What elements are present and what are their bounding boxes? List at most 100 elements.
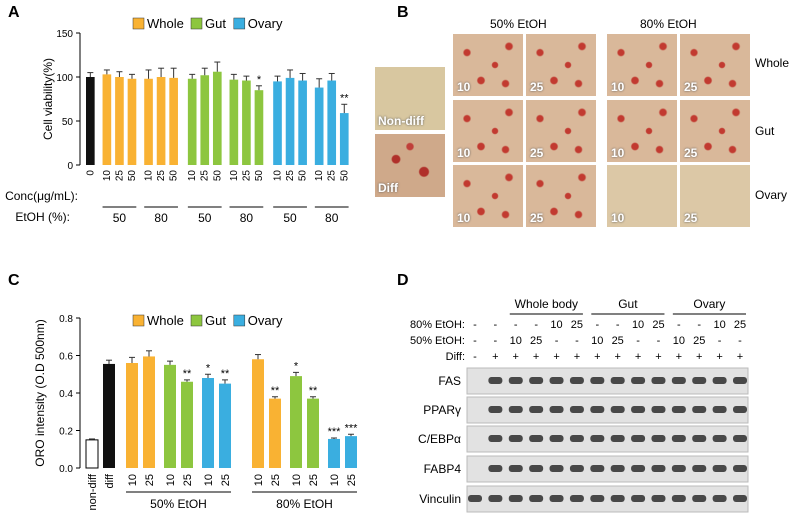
d-row_50-cell-8: -: [636, 335, 640, 347]
a-etoh-label: EtOH (%):: [15, 210, 70, 224]
d-band-1-lane-10: [671, 406, 686, 413]
panel-letter-c: C: [8, 272, 20, 289]
d-band-4-lane-0: [468, 495, 482, 502]
d-row_diff-cell-3: +: [533, 351, 539, 363]
c-bar-0: [85, 439, 99, 469]
micro-tile-r2-c2: 10: [606, 164, 678, 228]
d-band-0-lane-4: [549, 377, 564, 384]
d-row_80-cell-11: -: [697, 319, 701, 331]
a-bar-10: [229, 79, 239, 165]
a-xtick-1: 10: [102, 170, 113, 182]
d-band-4-lane-2: [508, 495, 523, 502]
d-band-2-lane-11: [692, 435, 707, 442]
a-xtick-2: 25: [114, 170, 125, 182]
d-row_50-cell-6: 10: [591, 335, 603, 347]
a-bar-9: [212, 71, 222, 165]
d-row_50-cell-10: 10: [673, 335, 685, 347]
d-band-3-lane-12: [712, 465, 727, 472]
d-band-3-lane-13: [733, 465, 747, 472]
a-xtick-5: 25: [156, 170, 167, 182]
panel-letter-a: A: [8, 4, 20, 21]
c-etoh-group-1: 80% EtOH: [276, 497, 333, 511]
a-bar-3: [127, 78, 137, 165]
d-row_50-cell-5: -: [575, 335, 579, 347]
d-band-1-lane-4: [549, 406, 564, 413]
d-row_80-label: 80% EtOH:: [410, 319, 465, 331]
a-bar-0: [86, 77, 95, 165]
a-xtick-13: 10: [273, 170, 284, 182]
a-bar-16: [314, 87, 324, 165]
c-legend-label-1: Gut: [205, 313, 226, 328]
c-sig-9: **: [271, 385, 280, 397]
d-row_80-cell-8: 10: [632, 319, 644, 331]
micro-tile-r2-c1: 25: [525, 164, 597, 228]
c-bar-11: [307, 398, 319, 468]
d-band-label-3: FABP4: [424, 462, 462, 476]
d-row_diff-cell-1: +: [492, 351, 498, 363]
c-legend-swatch-2: [233, 314, 246, 327]
d-row_80-cell-3: -: [534, 319, 538, 331]
d-band-1-lane-1: [488, 406, 503, 413]
d-band-1-lane-13: [733, 406, 747, 413]
d-band-label-2: C/EBPα: [418, 432, 461, 446]
d-band-0-lane-13: [733, 377, 747, 384]
d-band-4-lane-10: [671, 495, 686, 502]
a-legend-swatch-2: [233, 17, 246, 30]
d-row_diff-cell-12: +: [716, 351, 722, 363]
a-etoh-group-2: 50: [198, 211, 212, 225]
d-band-2-lane-1: [488, 435, 503, 442]
d-band-2-lane-4: [549, 435, 564, 442]
a-xtick-15: 50: [298, 170, 309, 182]
micro-num-r0-c2: 10: [611, 80, 625, 94]
a-xtick-8: 25: [200, 170, 211, 182]
panel-b-microscopy: 50% EtOH 80% EtOH Non-diff Diff 10 25 10 25…: [370, 0, 789, 265]
c-xtick-2: 10: [127, 474, 139, 486]
d-row_50-cell-12: -: [718, 335, 722, 347]
row-label-ovary: Ovary: [755, 188, 788, 202]
micro-num-r1-c2: 10: [611, 146, 625, 160]
d-band-label-1: PPARγ: [423, 403, 461, 417]
c-bar-10: [290, 376, 302, 468]
d-band-2-lane-10: [671, 435, 686, 442]
d-band-4-lane-6: [590, 495, 605, 502]
c-xtick-6: 10: [203, 474, 215, 486]
micro-tile-r1-c1: 25: [525, 99, 597, 163]
row-label-gut: Gut: [755, 124, 775, 138]
a-xtick-11: 25: [241, 170, 252, 182]
a-sig-12: *: [257, 74, 262, 86]
d-band-3-lane-10: [671, 465, 686, 472]
d-band-0-lane-12: [712, 377, 727, 384]
a-etoh-group-1: 80: [154, 211, 168, 225]
d-band-2-lane-13: [733, 435, 747, 442]
a-bar-13: [273, 81, 282, 165]
c-legend-label-0: Whole: [147, 313, 184, 328]
c-bar-9: [269, 398, 281, 468]
d-band-2-lane-2: [508, 435, 523, 442]
d-band-0-lane-8: [631, 377, 646, 384]
a-bar-5: [156, 77, 166, 165]
d-band-1-lane-11: [692, 406, 707, 413]
a-legend-swatch-1: [190, 17, 203, 30]
c-xtick-0: non-diff: [87, 473, 99, 510]
d-row_80-cell-6: -: [595, 319, 599, 331]
c-bar-4: [164, 364, 176, 468]
d-row_diff-cell-13: +: [737, 351, 743, 363]
c-bar-12: [328, 438, 340, 468]
c-xtick-10: 10: [291, 474, 303, 486]
c-sig-11: **: [309, 385, 318, 397]
a-legend-label-2: Ovary: [248, 16, 283, 31]
micro-tile-r1-c2: 10: [606, 99, 678, 163]
a-etoh-group-4: 50: [283, 211, 297, 225]
micro-tile-r2-c3: 25: [679, 164, 751, 228]
a-bar-12: [254, 90, 264, 165]
c-bar-2: [126, 363, 138, 468]
c-xtick-5: 25: [182, 474, 194, 486]
a-xtick-14: 25: [285, 170, 296, 182]
d-row_80-cell-9: 25: [652, 319, 664, 331]
a-legend-label-1: Gut: [205, 16, 226, 31]
d-band-3-lane-4: [549, 465, 564, 472]
c-xtick-9: 25: [270, 474, 282, 486]
d-row_diff-label: Diff:: [446, 351, 465, 363]
d-band-1-lane-7: [610, 406, 625, 413]
